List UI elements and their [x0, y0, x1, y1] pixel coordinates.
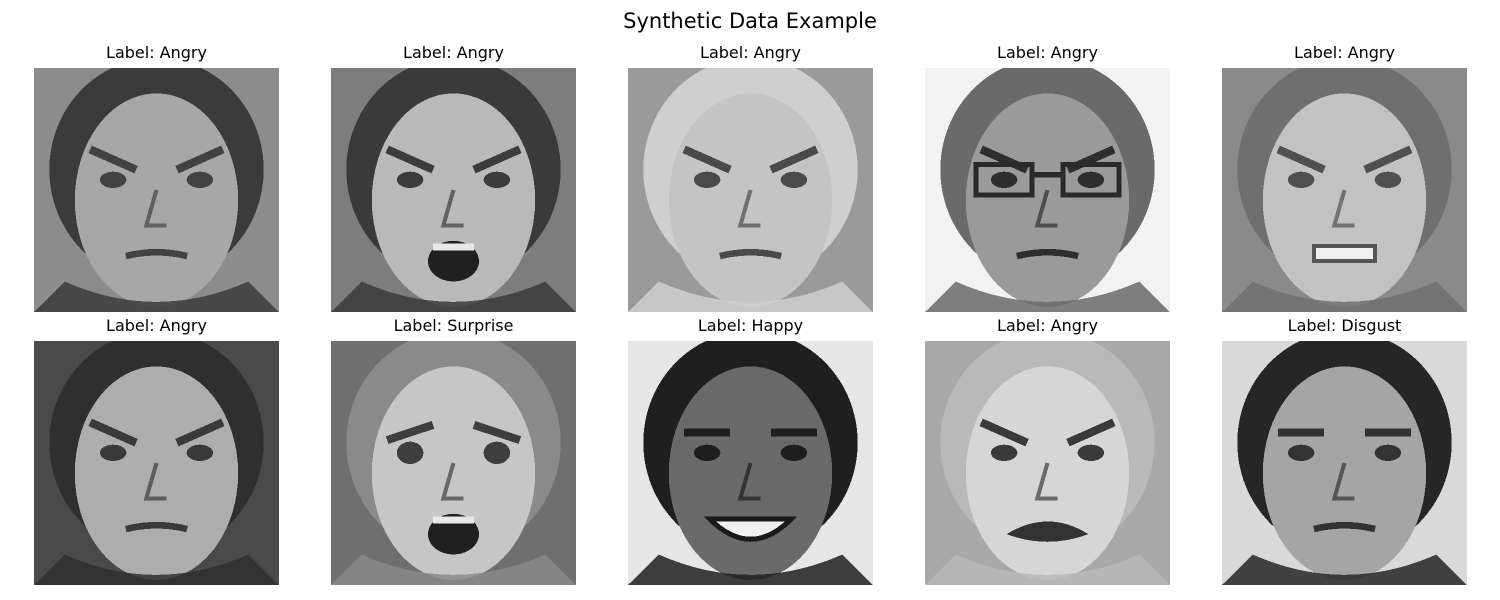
panel-label: Label: Angry	[106, 316, 207, 335]
panel-label: Label: Angry	[997, 316, 1098, 335]
panel-label: Label: Angry	[700, 43, 801, 62]
panel-label: Label: Angry	[997, 43, 1098, 62]
panel-label: Label: Disgust	[1287, 316, 1402, 335]
face-image	[331, 68, 576, 312]
face-image	[1222, 68, 1467, 312]
panel-label: Label: Angry	[403, 43, 504, 62]
panel-label: Label: Angry	[106, 43, 207, 62]
panel-label: Label: Happy	[697, 316, 804, 335]
panel-label: Label: Surprise	[393, 316, 514, 335]
face-image	[628, 68, 873, 312]
face-image	[34, 68, 279, 312]
face-image	[331, 341, 576, 585]
figure-title: Synthetic Data Example	[623, 9, 877, 33]
face-image	[1222, 341, 1467, 585]
face-image	[925, 68, 1170, 312]
face-image	[34, 341, 279, 585]
panel-label: Label: Angry	[1294, 43, 1395, 62]
face-image	[925, 341, 1170, 585]
face-image	[628, 341, 873, 585]
